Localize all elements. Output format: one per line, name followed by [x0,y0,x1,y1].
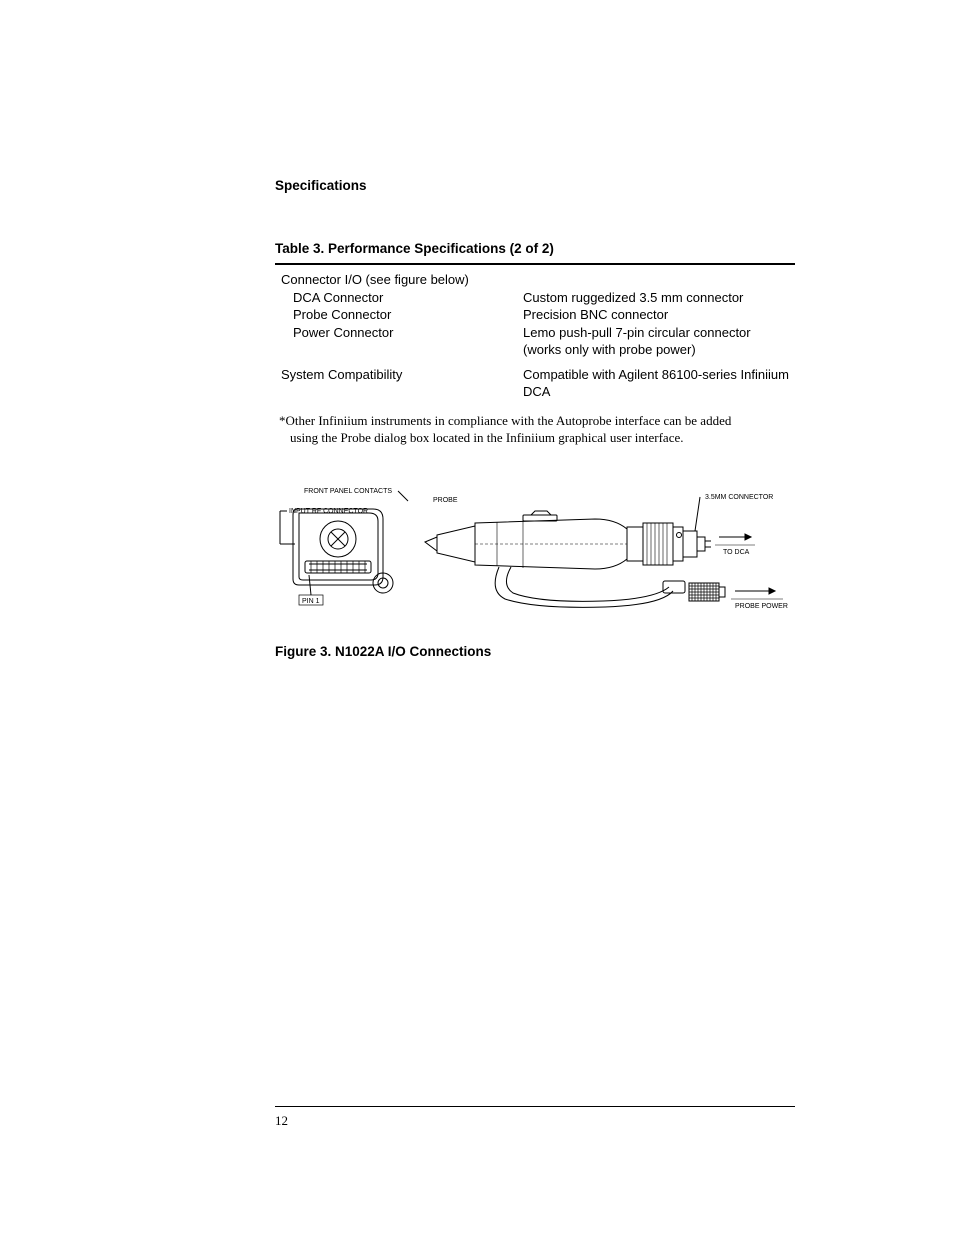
label-probe-power: PROBE POWER [735,603,788,610]
table-row: System Compatibility Compatible with Agi… [275,366,795,401]
table-row: Power Connector Lemo push-pull 7-pin cir… [275,324,795,359]
spec-label: DCA Connector [275,289,523,307]
table-row: DCA Connector Custom ruggedized 3.5 mm c… [275,289,795,307]
label-probe: PROBE [433,497,458,504]
connections-diagram: FRONT PANEL CONTACTS PROBE 3.5MM CONNECT… [275,479,795,625]
figure-caption: Figure 3. N1022A I/O Connections [275,644,795,659]
label-pin1: PIN 1 [302,598,320,605]
label-front-panel-contacts: FRONT PANEL CONTACTS [304,488,392,495]
spec-table: Connector I/O (see figure below) DCA Con… [275,263,795,405]
spec-label: Power Connector [275,324,523,359]
footnote-line: *Other Infiniium instruments in complian… [279,413,795,430]
table-footnote: *Other Infiniium instruments in complian… [275,413,795,447]
label-35mm-connector: 3.5MM CONNECTOR [705,494,773,501]
spec-value: Custom ruggedized 3.5 mm connector [523,289,795,307]
section-header: Specifications [275,178,799,193]
spec-label: System Compatibility [275,366,523,401]
table-title: Table 3. Performance Specifications (2 o… [275,241,799,256]
page-content: Specifications Table 3. Performance Spec… [0,0,954,659]
spec-label: Connector I/O (see figure below) [275,271,523,289]
figure-container: FRONT PANEL CONTACTS PROBE 3.5MM CONNECT… [275,479,795,659]
spec-value: Lemo push-pull 7-pin circular connector … [523,324,795,359]
spec-value: Compatible with Agilent 86100-series Inf… [523,366,795,401]
spec-label: Probe Connector [275,306,523,324]
spec-value [523,271,795,289]
spec-value: Precision BNC connector [523,306,795,324]
page-number: 12 [275,1113,795,1129]
table-row: Probe Connector Precision BNC connector [275,306,795,324]
label-to-dca: TO DCA [723,549,750,556]
table-row: Connector I/O (see figure below) [275,271,795,289]
footnote-line: using the Probe dialog box located in th… [279,430,795,447]
page-footer: 12 [275,1106,795,1129]
table-gap [275,359,795,366]
